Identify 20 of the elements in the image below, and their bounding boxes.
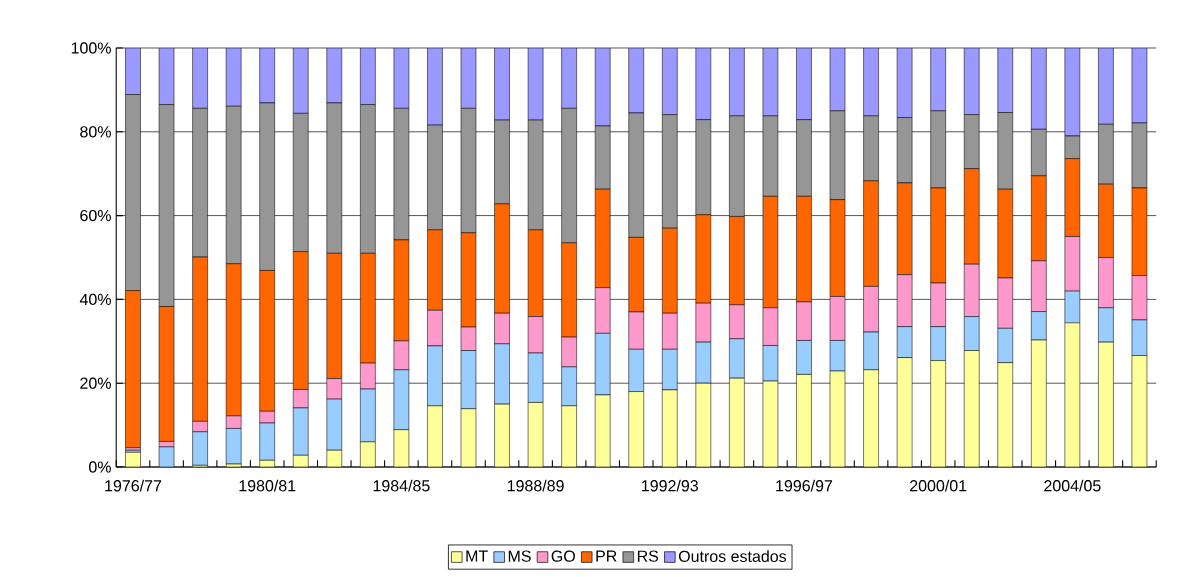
legend-label: RS: [637, 550, 659, 562]
x-tick-label: 2000/01: [910, 479, 967, 492]
y-tick-label: 0%: [89, 461, 111, 473]
x-tick-label: 1980/81: [239, 479, 296, 492]
x-tick-label: 1976/77: [105, 479, 162, 492]
x-tick-label: 1992/93: [642, 479, 698, 492]
x-tick-label: 1996/97: [776, 479, 833, 492]
legend-label: PR: [596, 550, 617, 562]
legend-label: Outros estados: [678, 550, 787, 563]
y-tick-label: 20%: [80, 377, 111, 389]
x-tick-label: 2004/05: [1044, 479, 1101, 492]
legend-label: MS: [508, 550, 531, 562]
x-tick-label: 1984/85: [373, 479, 430, 492]
y-tick-label: 80%: [80, 126, 111, 138]
y-tick-label: 100%: [71, 42, 111, 54]
x-tick-label: 1988/89: [507, 479, 564, 492]
y-tick-label: 60%: [80, 209, 111, 222]
legend-label: MT: [466, 550, 488, 562]
y-tick-label: 40%: [79, 293, 111, 306]
legend-label: GO: [551, 550, 575, 562]
